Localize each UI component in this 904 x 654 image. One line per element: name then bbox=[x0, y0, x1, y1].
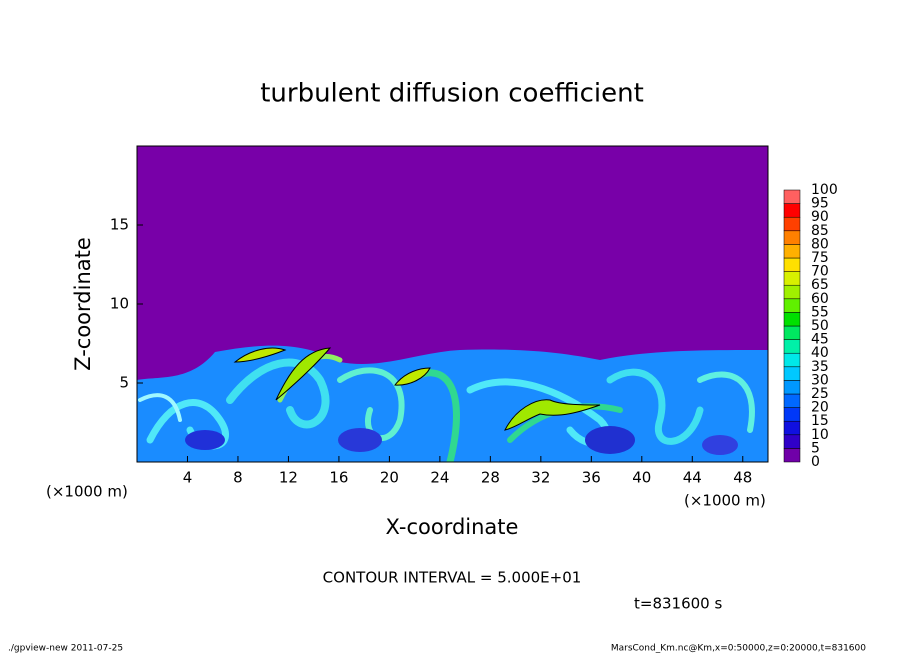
footer-left: ./gpview-new 2011-07-25 bbox=[8, 644, 123, 654]
colorbar-label: 10 bbox=[811, 427, 829, 443]
colorbar-band bbox=[783, 257, 801, 272]
x-unit: (×1000 m) bbox=[684, 492, 766, 510]
colorbar-band bbox=[783, 448, 801, 463]
colorbar-label: 5 bbox=[811, 440, 820, 456]
x-tick-label: 44 bbox=[683, 469, 702, 487]
y-axis-label: Z-coordinate bbox=[71, 237, 95, 371]
colorbar-band bbox=[783, 434, 801, 449]
colorbar-band bbox=[783, 366, 801, 381]
colorbar-band bbox=[783, 407, 801, 422]
x-tick-label: 4 bbox=[183, 469, 193, 487]
x-tick-label: 8 bbox=[233, 469, 243, 487]
field bbox=[137, 345, 768, 462]
colorbar-label: 0 bbox=[811, 454, 820, 470]
colorbar-label: 30 bbox=[811, 372, 829, 388]
colorbar-band bbox=[783, 312, 801, 327]
colorbar-label: 65 bbox=[811, 277, 829, 293]
colorbar-label: 70 bbox=[811, 264, 829, 280]
colorbar-label: 75 bbox=[811, 250, 829, 266]
colorbar-label: 20 bbox=[811, 400, 829, 416]
colorbar-band bbox=[783, 298, 801, 313]
x-tick-label: 16 bbox=[329, 469, 348, 487]
colorbar-band bbox=[783, 339, 801, 354]
footer-right: MarsCond_Km.nc@Km,x=0:50000,z=0:20000,t=… bbox=[611, 644, 866, 654]
colorbar-label: 95 bbox=[811, 196, 829, 212]
x-tick-label: 12 bbox=[279, 469, 298, 487]
colorbar-label: 60 bbox=[811, 291, 829, 307]
chart-title: turbulent diffusion coefficient bbox=[260, 79, 644, 109]
colorbar-label: 90 bbox=[811, 209, 829, 225]
x-tick-label: 32 bbox=[531, 469, 550, 487]
y-tick-label: 5 bbox=[119, 374, 129, 392]
colorbar-band bbox=[783, 271, 801, 286]
colorbar-label: 50 bbox=[811, 318, 829, 334]
colorbar-label: 25 bbox=[811, 386, 829, 402]
x-tick-label: 40 bbox=[632, 469, 651, 487]
x-tick-label: 24 bbox=[430, 469, 449, 487]
contour-note: CONTOUR INTERVAL = 5.000E+01 bbox=[323, 569, 582, 587]
colorbar-label: 15 bbox=[811, 413, 829, 429]
colorbar-band bbox=[783, 244, 801, 259]
colorbar-label: 100 bbox=[811, 182, 838, 198]
time-label: t=831600 s bbox=[634, 595, 722, 613]
x-tick-label: 48 bbox=[733, 469, 752, 487]
colorbar-band bbox=[783, 393, 801, 408]
colorbar-band bbox=[783, 230, 801, 245]
x-tick-label: 28 bbox=[481, 469, 500, 487]
colorbar-band bbox=[783, 189, 801, 204]
colorbar-band bbox=[783, 216, 801, 232]
x-tick-label: 20 bbox=[380, 469, 399, 487]
colorbar-band bbox=[783, 325, 801, 340]
x-tick-label: 36 bbox=[582, 469, 601, 487]
colorbar-label: 55 bbox=[811, 304, 829, 320]
colorbar-band bbox=[783, 284, 801, 300]
y-tick-label: 15 bbox=[110, 216, 129, 234]
colorbar-label: 80 bbox=[811, 236, 829, 252]
x-axis-label: X-coordinate bbox=[386, 515, 519, 539]
x-unit: (×1000 m) bbox=[46, 483, 128, 501]
colorbar-label: 40 bbox=[811, 345, 829, 361]
colorbar-label: 85 bbox=[811, 223, 829, 239]
colorbar-band bbox=[783, 420, 801, 436]
colorbar-label: 45 bbox=[811, 332, 829, 348]
colorbar-band bbox=[783, 380, 801, 395]
colorbar-band bbox=[783, 352, 801, 368]
colorbar-band bbox=[783, 203, 801, 218]
colorbar-label: 35 bbox=[811, 359, 829, 375]
y-tick-label: 10 bbox=[110, 295, 129, 313]
